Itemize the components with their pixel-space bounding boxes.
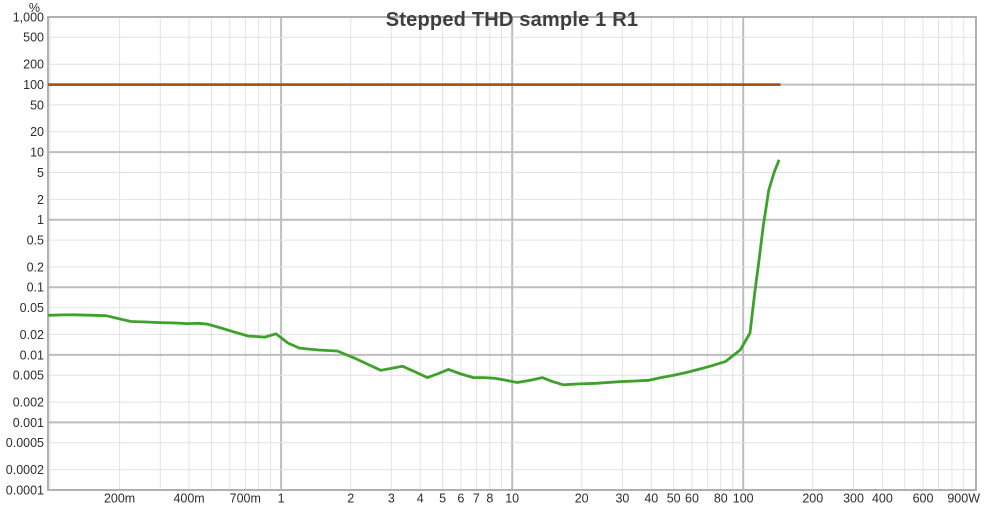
x-tick-label: 6 <box>457 491 464 505</box>
x-tick-label: 700m <box>230 491 261 505</box>
x-tick-label: 60 <box>685 491 699 505</box>
y-tick-label: 0.02 <box>20 328 44 342</box>
x-tick-label: 80 <box>714 491 728 505</box>
x-tick-label: 50 <box>667 491 681 505</box>
x-tick-label: 100 <box>733 491 754 505</box>
y-axis-unit-label: % <box>28 1 40 15</box>
x-tick-label: 40 <box>644 491 658 505</box>
x-tick-label: 300 <box>843 491 864 505</box>
x-tick-label: 200 <box>802 491 823 505</box>
y-tick-label: 10 <box>30 145 44 159</box>
y-tick-label: 0.001 <box>13 416 44 430</box>
x-tick-label: 4 <box>417 491 424 505</box>
y-tick-label: 50 <box>30 98 44 112</box>
x-tick-label: 200m <box>104 491 135 505</box>
x-tick-label: 20 <box>575 491 589 505</box>
y-tick-label: 0.2 <box>27 260 44 274</box>
y-tick-label: 200 <box>23 58 44 72</box>
y-tick-label: 20 <box>30 125 44 139</box>
y-tick-label: 500 <box>23 31 44 45</box>
thd-curve <box>47 159 781 387</box>
y-tick-label: 0.0001 <box>6 483 44 497</box>
y-tick-label: 2 <box>37 193 44 207</box>
y-tick-label: 0.0005 <box>6 436 44 450</box>
y-tick-label: 0.002 <box>13 395 44 409</box>
y-tick-label: 100 <box>23 78 44 92</box>
x-tick-label: 7 <box>473 491 480 505</box>
x-tick-label: 8 <box>486 491 493 505</box>
x-tick-label: 600 <box>913 491 934 505</box>
y-tick-label: 0.01 <box>20 348 44 362</box>
y-tick-label: 0.005 <box>13 369 44 383</box>
y-tick-label: 0.5 <box>27 233 44 247</box>
x-tick-label: 2 <box>347 491 354 505</box>
plot-border <box>47 16 977 491</box>
x-tick-label: 400 <box>872 491 893 505</box>
y-tick-label: 0.05 <box>20 301 44 315</box>
y-tick-label: 1,000 <box>13 10 44 24</box>
y-tick-label: 0.0002 <box>6 463 44 477</box>
x-tick-label: 5 <box>439 491 446 505</box>
y-tick-label: 1 <box>37 213 44 227</box>
x-tick-label: 400m <box>173 491 204 505</box>
y-tick-label: 0.1 <box>27 281 44 295</box>
x-tick-label: 900W <box>947 491 980 505</box>
x-tick-label: 1 <box>278 491 285 505</box>
y-tick-label: 5 <box>37 166 44 180</box>
x-tick-label: 3 <box>388 491 395 505</box>
x-tick-label: 30 <box>615 491 629 505</box>
x-tick-label: 10 <box>505 491 519 505</box>
chart-title: Stepped THD sample 1 R1 <box>385 9 639 31</box>
